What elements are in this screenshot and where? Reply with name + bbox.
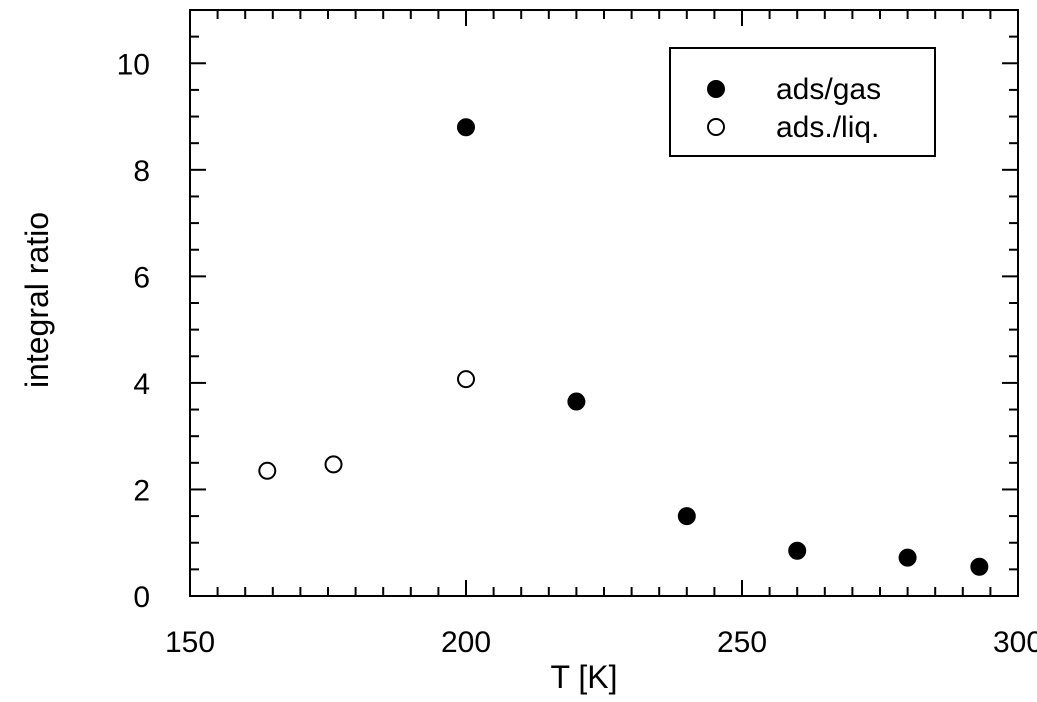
x-tick-label: 300 (993, 626, 1037, 659)
data-point-ads-liq (457, 370, 475, 389)
data-point-ads-gas (567, 392, 586, 411)
data-point-ads-gas (677, 507, 696, 526)
legend: ads/gas ads./liq. (669, 47, 936, 157)
data-point-ads-gas (898, 548, 917, 567)
data-points (258, 118, 989, 576)
x-tick-label: 200 (441, 626, 491, 659)
legend-marker-ads-liq (707, 118, 725, 136)
data-point-ads-liq (324, 455, 343, 474)
axis-ticks (189, 9, 1019, 597)
legend-label-ads-gas: ads/gas (776, 73, 881, 106)
y-tick-label: 6 (133, 261, 150, 294)
tick-labels: 150 200 250 300 0 2 4 6 8 10 (117, 48, 1037, 659)
data-point-ads-liq (258, 461, 277, 480)
y-tick-label: 0 (133, 581, 150, 614)
y-axis-label: integral ratio (19, 212, 55, 388)
data-point-ads-gas (788, 541, 807, 560)
legend-label-ads-liq: ads./liq. (776, 111, 879, 144)
y-tick-label: 4 (133, 368, 150, 401)
x-tick-label: 250 (717, 626, 767, 659)
data-point-ads-gas (457, 118, 475, 137)
y-tick-label: 2 (133, 474, 150, 507)
y-tick-label: 8 (133, 155, 150, 188)
x-axis-label: T [K] (551, 659, 618, 695)
data-point-ads-gas (970, 557, 989, 576)
x-tick-label: 150 (165, 626, 215, 659)
y-tick-label: 10 (117, 48, 150, 81)
legend-box (669, 47, 936, 157)
legend-marker-ads-gas (707, 80, 725, 98)
